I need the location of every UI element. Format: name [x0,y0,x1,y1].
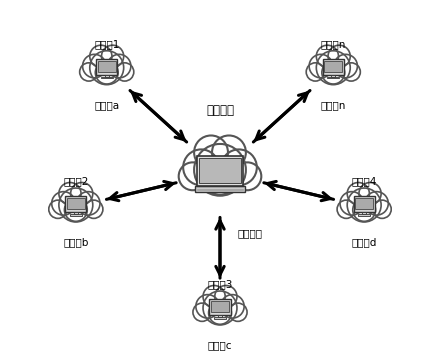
Text: 供电所n: 供电所n [321,100,346,110]
Circle shape [194,144,246,196]
Circle shape [209,301,231,324]
Circle shape [353,199,376,221]
Circle shape [193,303,211,321]
Circle shape [202,160,238,195]
Bar [355,198,373,209]
FancyBboxPatch shape [209,299,231,315]
Bar [199,158,241,183]
Circle shape [234,162,261,190]
Text: 供电所d: 供电所d [352,238,377,247]
FancyBboxPatch shape [197,156,243,186]
Bar [358,214,370,216]
Bar [98,61,116,72]
Bar [324,61,342,72]
Circle shape [229,303,247,321]
Circle shape [220,295,244,318]
Circle shape [90,45,112,67]
Circle shape [306,63,324,81]
Circle shape [316,51,350,85]
FancyBboxPatch shape [353,196,375,212]
Text: 客户煲n: 客户煲n [321,39,346,49]
Circle shape [59,183,81,205]
FancyBboxPatch shape [323,59,344,75]
Circle shape [116,63,134,81]
Text: 供电所b: 供电所b [63,238,88,247]
Circle shape [59,188,93,222]
Text: 服务器端: 服务器端 [206,103,234,117]
Circle shape [84,200,103,218]
Text: 客户煲2: 客户煲2 [63,176,88,187]
Text: 客户煲3: 客户煲3 [207,279,233,289]
Circle shape [215,285,237,308]
Circle shape [52,191,75,215]
Circle shape [90,51,124,85]
Circle shape [316,45,338,67]
Bar [74,212,78,214]
Circle shape [49,200,67,218]
Circle shape [203,291,237,325]
Text: 客户煲1: 客户煲1 [94,39,119,49]
Bar [101,77,113,78]
Bar [105,75,109,77]
Bar [331,75,335,77]
Circle shape [196,295,220,318]
Bar [362,212,366,214]
Circle shape [194,136,228,169]
Bar [327,77,339,78]
Circle shape [337,200,356,218]
FancyBboxPatch shape [96,59,117,75]
Bar [211,301,229,312]
Circle shape [359,183,381,205]
FancyBboxPatch shape [65,196,87,212]
Circle shape [183,150,219,185]
Circle shape [347,188,381,222]
Circle shape [334,54,357,78]
Circle shape [212,136,246,169]
Bar [70,214,82,216]
Circle shape [373,200,391,218]
Bar [214,317,226,319]
Text: 供电所c: 供电所c [208,341,232,351]
Circle shape [340,191,363,215]
Circle shape [203,285,225,308]
Circle shape [102,45,124,67]
Bar [218,315,222,317]
FancyBboxPatch shape [195,186,245,192]
Text: 数据通道: 数据通道 [237,228,262,238]
Circle shape [70,183,93,205]
Circle shape [309,54,333,78]
Circle shape [365,191,388,215]
Circle shape [80,63,98,81]
Circle shape [64,199,87,221]
Circle shape [328,45,350,67]
Circle shape [179,162,206,190]
Bar [67,198,85,209]
Circle shape [322,61,345,84]
Circle shape [95,61,118,84]
Text: 供电所a: 供电所a [94,100,119,110]
Circle shape [221,150,257,185]
Circle shape [83,54,106,78]
Circle shape [77,191,100,215]
Circle shape [347,183,370,205]
Circle shape [342,63,360,81]
Circle shape [107,54,131,78]
Text: 客户煲4: 客户煲4 [352,176,377,187]
